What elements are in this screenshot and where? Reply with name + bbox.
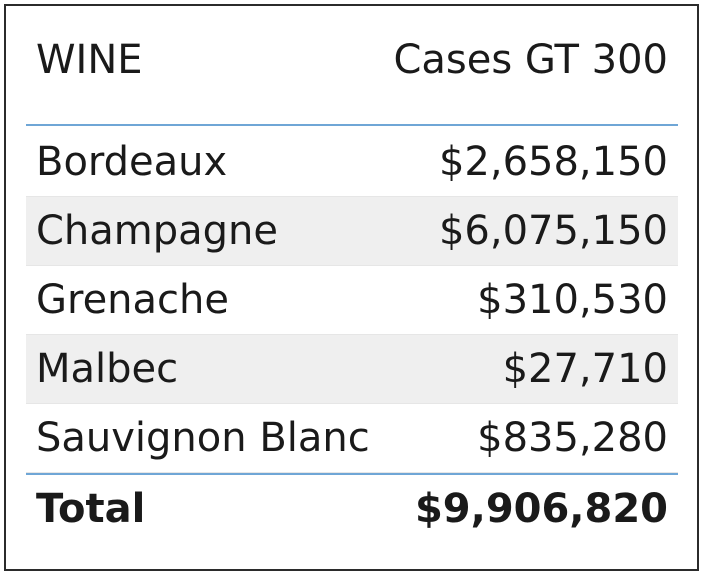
row-wine-name: Bordeaux xyxy=(36,139,228,185)
column-header-wine[interactable]: WINE xyxy=(36,37,143,83)
table-visual-frame: WINE Cases GT 300 Bordeaux $2,658,150 Ch… xyxy=(4,4,699,571)
table-row[interactable]: Grenache $310,530 xyxy=(26,266,678,335)
total-label: Total xyxy=(36,486,146,532)
row-wine-name: Grenache xyxy=(36,277,229,323)
column-header-cases-gt-300[interactable]: Cases GT 300 xyxy=(393,37,668,83)
table-row[interactable]: Malbec $27,710 xyxy=(26,335,678,404)
row-value: $310,530 xyxy=(477,277,668,323)
table-row[interactable]: Bordeaux $2,658,150 xyxy=(26,128,678,197)
table-row[interactable]: Sauvignon Blanc $835,280 xyxy=(26,404,678,473)
row-value: $27,710 xyxy=(502,346,668,392)
row-value: $2,658,150 xyxy=(438,139,668,185)
total-value: $9,906,820 xyxy=(414,486,668,532)
table-row[interactable]: Champagne $6,075,150 xyxy=(26,197,678,266)
table-body: Bordeaux $2,658,150 Champagne $6,075,150… xyxy=(26,128,678,473)
row-value: $835,280 xyxy=(477,415,668,461)
wine-table: WINE Cases GT 300 Bordeaux $2,658,150 Ch… xyxy=(26,6,678,549)
row-wine-name: Sauvignon Blanc xyxy=(36,415,370,461)
table-total-row: Total $9,906,820 xyxy=(26,473,678,549)
table-header: WINE Cases GT 300 xyxy=(26,6,678,126)
row-wine-name: Champagne xyxy=(36,208,279,254)
row-value: $6,075,150 xyxy=(438,208,668,254)
row-wine-name: Malbec xyxy=(36,346,179,392)
